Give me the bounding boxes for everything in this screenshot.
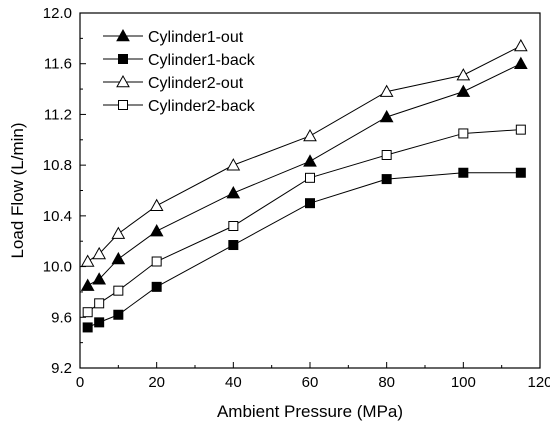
legend-marker <box>118 54 128 64</box>
legend-marker <box>116 28 130 42</box>
data-point-cylinder1-back <box>458 167 469 178</box>
legend-label: Cylinder1-out <box>148 29 244 46</box>
y-axis-title: Load Flow (L/min) <box>8 122 27 258</box>
series-cylinder2-back <box>82 124 526 318</box>
data-point-cylinder2-out <box>80 254 95 267</box>
data-point-cylinder1-out <box>80 278 95 291</box>
legend-label: Cylinder2-back <box>148 98 256 115</box>
y-tick-label: 10.4 <box>43 208 72 225</box>
data-point-cylinder1-out <box>111 251 126 265</box>
y-tick-label: 12.0 <box>43 5 72 22</box>
series-line-cylinder1-back <box>87 172 521 328</box>
x-tick-label: 60 <box>302 374 319 391</box>
legend-marker <box>118 100 128 110</box>
y-axis: 9.2 9.6 10.0 10.4 10.8 11.2 11.6 12.0 <box>43 5 86 377</box>
series-cylinder2-out <box>80 38 528 267</box>
data-point-cylinder1-back <box>305 198 315 209</box>
data-point-cylinder2-out <box>92 246 107 260</box>
legend-marker <box>116 74 130 88</box>
legend: Cylinder1-out Cylinder1-back Cylinder2-out… <box>103 28 256 115</box>
data-point-cylinder2-back <box>94 298 105 309</box>
data-point-cylinder1-out <box>303 154 317 167</box>
data-point-cylinder2-out <box>149 198 164 212</box>
data-point-cylinder2-back <box>113 285 124 296</box>
data-point-cylinder1-back <box>228 240 239 251</box>
y-tick-label: 11.6 <box>44 56 72 73</box>
data-point-cylinder2-out <box>456 68 471 81</box>
data-point-cylinder2-back <box>515 124 526 135</box>
data-point-cylinder1-back <box>82 322 93 333</box>
data-point-cylinder2-back <box>305 172 315 183</box>
x-tick-label: 20 <box>148 374 165 391</box>
x-axis: 0 20 40 60 80 100 120 <box>76 362 550 391</box>
x-tick-label: 100 <box>451 374 476 391</box>
series-cylinder1-back <box>82 167 526 333</box>
data-point-cylinder1-out <box>379 109 394 123</box>
x-tick-label: 0 <box>76 374 84 391</box>
data-point-cylinder2-out <box>111 226 126 239</box>
series-cylinder1-out <box>80 56 528 291</box>
data-point-cylinder1-out <box>92 272 107 285</box>
data-point-cylinder1-back <box>94 317 105 328</box>
data-point-cylinder1-out <box>226 186 241 199</box>
data-point-cylinder1-out <box>513 56 528 70</box>
data-point-cylinder1-back <box>151 281 162 292</box>
y-tick-label: 9.6 <box>51 309 72 326</box>
data-point-cylinder2-out <box>513 38 528 52</box>
y-tick-label: 11.2 <box>44 106 72 123</box>
y-tick-label: 10.8 <box>43 157 72 174</box>
data-point-cylinder1-back <box>381 174 392 185</box>
data-point-cylinder2-back <box>82 307 93 318</box>
legend-item-cylinder2-back: Cylinder2-back <box>103 98 256 115</box>
data-point-cylinder2-out <box>303 128 317 142</box>
data-point-cylinder1-out <box>456 84 471 97</box>
data-point-cylinder1-out <box>149 224 164 237</box>
legend-item-cylinder1-out: Cylinder1-out <box>103 28 244 46</box>
x-axis-title: Ambient Pressure (MPa) <box>217 402 403 421</box>
legend-item-cylinder1-back: Cylinder1-back <box>103 52 256 69</box>
legend-item-cylinder2-out: Cylinder2-out <box>103 74 244 92</box>
x-tick-label: 40 <box>225 374 242 391</box>
legend-label: Cylinder2-out <box>148 75 244 92</box>
data-point-cylinder1-back <box>515 167 526 178</box>
legend-label: Cylinder1-back <box>148 52 256 69</box>
data-point-cylinder2-out <box>379 84 394 97</box>
series-line-cylinder1-out <box>87 63 522 287</box>
data-point-cylinder2-back <box>381 150 392 160</box>
data-point-cylinder1-back <box>113 309 124 320</box>
data-point-cylinder2-back <box>458 128 469 139</box>
x-tick-label: 80 <box>378 374 395 391</box>
y-tick-label: 10.0 <box>43 259 72 276</box>
y-tick-label: 9.2 <box>51 360 72 377</box>
x-tick-label: 120 <box>527 374 550 391</box>
series-layer <box>80 38 528 333</box>
data-point-cylinder2-out <box>226 158 241 171</box>
data-point-cylinder2-back <box>228 221 239 231</box>
data-point-cylinder2-back <box>151 256 162 267</box>
